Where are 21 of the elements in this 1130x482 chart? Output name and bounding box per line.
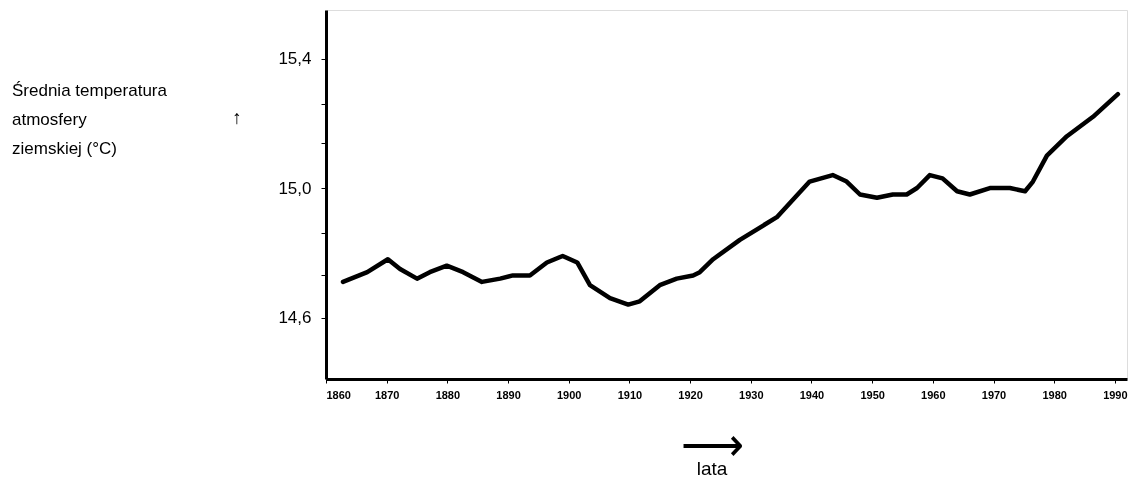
x-tick-label: 1910 <box>617 388 643 401</box>
y-tick-label: 15,4 <box>278 49 312 69</box>
x-axis-title: lata <box>696 458 728 479</box>
y-tick-label: 15,0 <box>278 178 312 198</box>
x-tick-label: 1970 <box>981 388 1007 401</box>
line-series <box>340 91 1121 307</box>
x-tick-label: 1870 <box>374 388 400 401</box>
x-tick-label: 1940 <box>799 388 825 401</box>
y-tick-label: 14,6 <box>278 308 312 327</box>
x-tick-label: 1930 <box>739 388 764 401</box>
x-tick-label: 1900 <box>556 388 582 401</box>
x-tick-label: 1860 <box>326 388 351 401</box>
text: ↑ <box>232 107 242 128</box>
x-tick-label: 1880 <box>435 388 461 401</box>
x-tick-label: 1920 <box>678 388 703 401</box>
x-tick-label: 1990 <box>1103 388 1128 401</box>
x-tick-label: 1960 <box>921 388 946 401</box>
x-tick-label: 1950 <box>860 388 885 401</box>
x-tick-label: 1980 <box>1042 388 1067 401</box>
x-tick-label: 1890 <box>496 388 521 401</box>
text: Średnia temperatura atmosfery ziemskiej (°C) <box>12 81 168 158</box>
